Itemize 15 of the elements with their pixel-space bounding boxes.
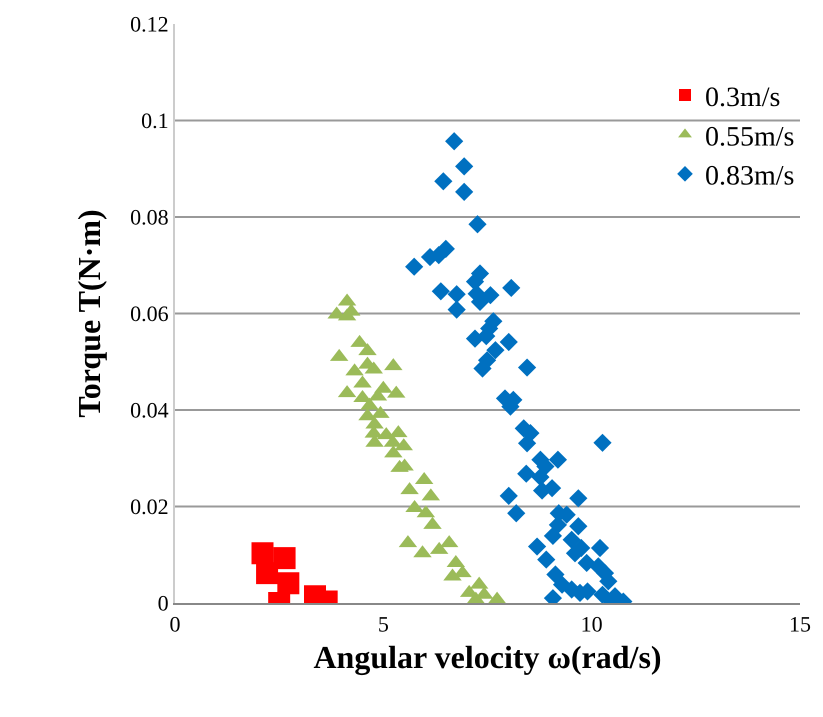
legend-label: 0.3m/s xyxy=(705,82,780,113)
y-axis-title: Torque T(N·m) xyxy=(70,209,107,418)
y-tick-label: 0.04 xyxy=(130,398,169,423)
y-tick-label: 0.06 xyxy=(130,301,169,326)
y-tick-label: 0.02 xyxy=(130,494,169,520)
x-tick-label: 10 xyxy=(580,611,603,636)
legend-label: 0.55m/s xyxy=(705,121,794,152)
y-tick-label: 0.1 xyxy=(141,108,169,134)
y-tick-label: 0 xyxy=(158,590,169,616)
y-tick-label: 0.08 xyxy=(130,204,169,230)
legend-label: 0.83m/s xyxy=(705,160,794,192)
y-tick-label: 0.12 xyxy=(130,12,169,37)
x-tick-label: 15 xyxy=(789,611,811,636)
x-axis-title: Angular velocity ω(rad/s) xyxy=(313,638,662,676)
x-tick-label: 5 xyxy=(378,611,389,636)
